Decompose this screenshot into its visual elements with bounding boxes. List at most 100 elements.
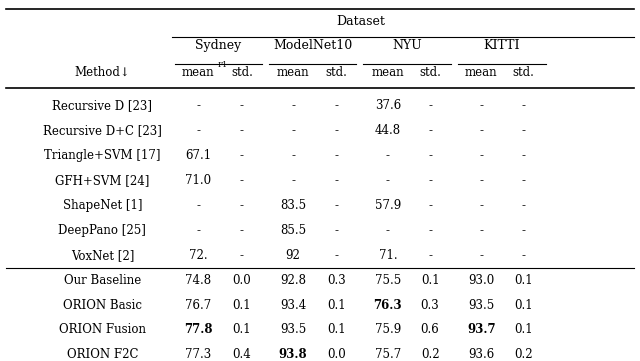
Text: 77.3: 77.3 [185,348,212,361]
Text: -: - [522,99,525,112]
Text: 0.2: 0.2 [420,348,440,361]
Text: -: - [196,224,200,237]
Text: KITTI: KITTI [483,39,520,52]
Text: -: - [386,174,390,187]
Text: ModelNet10: ModelNet10 [273,39,352,52]
Text: 67.1: 67.1 [186,149,211,162]
Text: -: - [386,149,390,162]
Text: 0.1: 0.1 [420,274,440,287]
Text: -: - [196,199,200,212]
Text: -: - [428,149,432,162]
Text: 0.6: 0.6 [420,323,440,336]
Text: 37.6: 37.6 [374,99,401,112]
Text: std.: std. [231,66,253,79]
Text: -: - [522,124,525,137]
Text: -: - [386,224,390,237]
Text: -: - [479,124,483,137]
Text: 93.7: 93.7 [467,323,495,336]
Text: 93.8: 93.8 [279,348,307,361]
Text: 0.1: 0.1 [327,323,346,336]
Text: std.: std. [326,66,348,79]
Text: -: - [479,174,483,187]
Text: -: - [335,224,339,237]
Text: 0.1: 0.1 [232,323,252,336]
Text: -: - [479,149,483,162]
Text: -: - [291,174,295,187]
Text: -: - [335,249,339,262]
Text: -: - [240,149,244,162]
Text: 92: 92 [285,249,301,262]
Text: -: - [522,249,525,262]
Text: Recursive D [23]: Recursive D [23] [52,99,152,112]
Text: 93.5: 93.5 [280,323,307,336]
Text: 0.4: 0.4 [232,348,252,361]
Text: Our Baseline: Our Baseline [64,274,141,287]
Text: -: - [335,99,339,112]
Text: 0.0: 0.0 [232,274,252,287]
Text: -: - [522,174,525,187]
Text: -: - [522,149,525,162]
Text: 0.1: 0.1 [514,323,533,336]
Text: 0.1: 0.1 [514,274,533,287]
Text: mean: mean [465,66,497,79]
Text: Sydney: Sydney [195,39,242,52]
Text: 76.3: 76.3 [374,299,402,312]
Text: VoxNet [2]: VoxNet [2] [70,249,134,262]
Text: F1: F1 [218,61,228,69]
Text: -: - [240,224,244,237]
Text: 0.3: 0.3 [327,274,346,287]
Text: 0.3: 0.3 [420,299,440,312]
Text: -: - [196,99,200,112]
Text: NYU: NYU [392,39,422,52]
Text: -: - [196,124,200,137]
Text: -: - [428,199,432,212]
Text: ShapeNet [1]: ShapeNet [1] [63,199,142,212]
Text: -: - [335,199,339,212]
Text: Dataset: Dataset [336,15,385,28]
Text: 75.9: 75.9 [374,323,401,336]
Text: -: - [291,149,295,162]
Text: -: - [335,124,339,137]
Text: -: - [428,249,432,262]
Text: Method↓: Method↓ [74,66,131,79]
Text: 72.: 72. [189,249,208,262]
Text: ORION Fusion: ORION Fusion [59,323,146,336]
Text: ORION Basic: ORION Basic [63,299,142,312]
Text: -: - [479,199,483,212]
Text: 0.1: 0.1 [327,299,346,312]
Text: 0.2: 0.2 [514,348,533,361]
Text: 44.8: 44.8 [375,124,401,137]
Text: mean: mean [182,66,214,79]
Text: 92.8: 92.8 [280,274,306,287]
Text: 74.8: 74.8 [186,274,211,287]
Text: -: - [335,149,339,162]
Text: -: - [428,224,432,237]
Text: 93.5: 93.5 [468,299,495,312]
Text: 93.6: 93.6 [468,348,495,361]
Text: -: - [240,99,244,112]
Text: 93.0: 93.0 [468,274,495,287]
Text: 0.0: 0.0 [327,348,346,361]
Text: -: - [240,249,244,262]
Text: std.: std. [513,66,534,79]
Text: -: - [428,124,432,137]
Text: 71.: 71. [378,249,397,262]
Text: 75.5: 75.5 [374,274,401,287]
Text: mean: mean [372,66,404,79]
Text: 76.7: 76.7 [185,299,212,312]
Text: GFH+SVM [24]: GFH+SVM [24] [55,174,150,187]
Text: -: - [479,249,483,262]
Text: mean: mean [277,66,309,79]
Text: -: - [522,199,525,212]
Text: -: - [240,124,244,137]
Text: 93.4: 93.4 [280,299,307,312]
Text: -: - [479,224,483,237]
Text: -: - [428,174,432,187]
Text: -: - [240,174,244,187]
Text: -: - [240,199,244,212]
Text: 83.5: 83.5 [280,199,306,212]
Text: ORION F2C: ORION F2C [67,348,138,361]
Text: 75.7: 75.7 [374,348,401,361]
Text: Triangle+SVM [17]: Triangle+SVM [17] [44,149,161,162]
Text: -: - [428,99,432,112]
